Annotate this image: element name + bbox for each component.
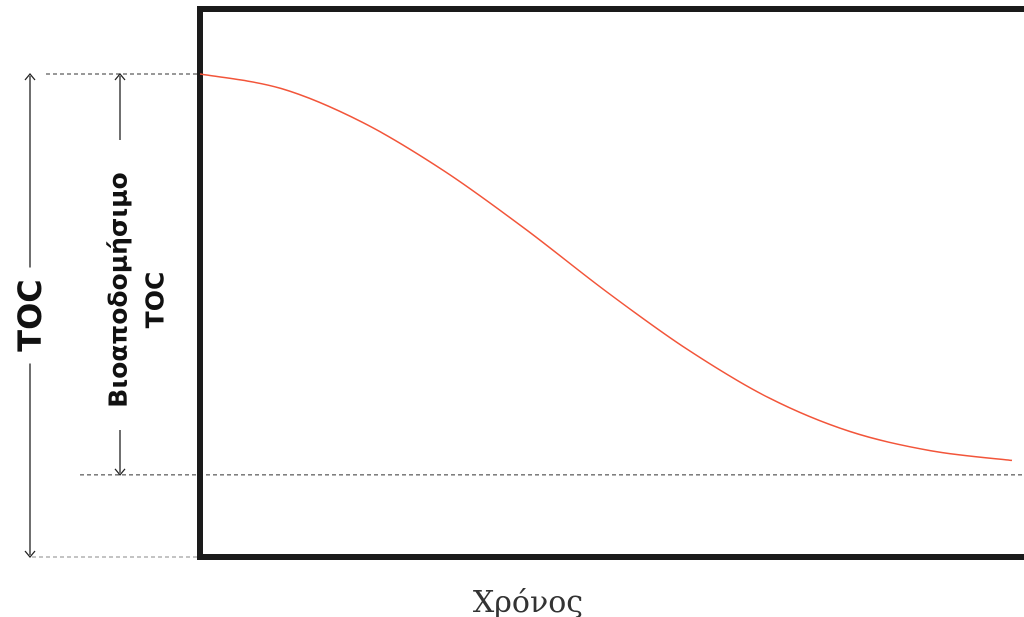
arrow-up-icon: [114, 72, 126, 81]
arrow-down-icon: [24, 550, 36, 559]
x-axis-label: Χρόνος: [473, 585, 583, 617]
arrow-up-icon: [24, 72, 36, 81]
plot-frame: [197, 6, 1024, 560]
arrow-down-icon: [114, 468, 126, 476]
series-line: [199, 73, 1013, 462]
total-toc-dimension: TOC: [11, 72, 49, 559]
biodegradable-toc-dimension: Βιοαποδομήσιμο TOC: [104, 72, 170, 476]
total-toc-label: TOC: [11, 279, 49, 352]
biodegradable-label-line1: Βιοαποδομήσιμο: [104, 172, 133, 407]
biodegradable-label-line2: TOC: [141, 272, 170, 329]
